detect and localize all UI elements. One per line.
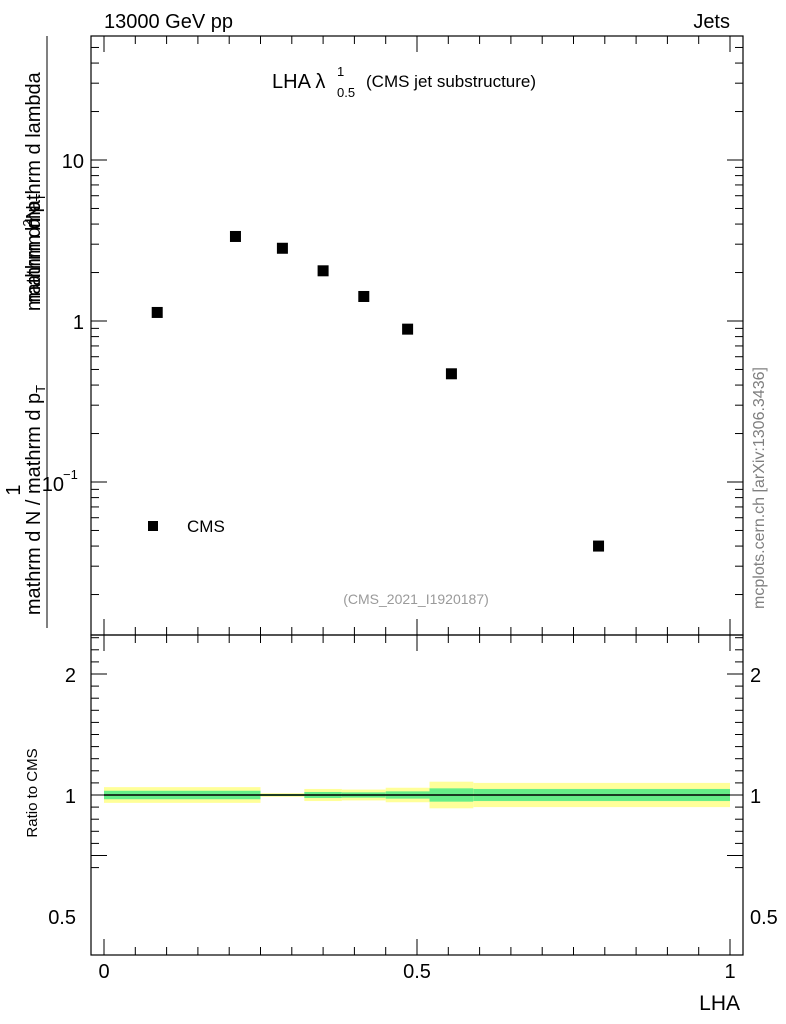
main-panel-frame	[90, 35, 744, 636]
ratio-y-tick-label-1-right: 1	[750, 786, 761, 808]
cms-data-point	[593, 540, 605, 552]
x-tick-label-0p5: 0.5	[403, 961, 431, 983]
x-tick-label-1: 1	[724, 961, 735, 983]
ratio-y-tick-label-1: 1	[65, 786, 76, 808]
y-label-numerator: mathrm d2N	[20, 205, 45, 311]
main-title-subscript: 0.5	[337, 85, 355, 100]
header-right-label: Jets	[693, 11, 730, 33]
x-tick-label-0: 0	[98, 961, 109, 983]
y-label-numerator-pt: mathrm d pT	[23, 193, 48, 302]
y-label-denominator: mathrm d N / mathrm d pT	[23, 385, 48, 615]
main-panel-ticks	[91, 36, 743, 635]
y-tick-label-0p1-base: 10	[42, 474, 64, 496]
analysis-tag: (CMS_2021_I1920187)	[343, 591, 489, 607]
cms-data-point	[317, 265, 329, 277]
ratio-y-axis-label: Ratio to CMS	[24, 748, 41, 837]
cms-data-point	[445, 368, 457, 380]
ratio-y-tick-label-2: 2	[65, 665, 76, 687]
cms-data-point	[402, 323, 414, 335]
legend-cms-label: CMS	[187, 517, 225, 536]
main-title-superscript: 1	[337, 64, 344, 79]
cms-data-point	[276, 242, 288, 254]
cms-data-markers	[151, 230, 605, 552]
y-label-one: 1	[3, 484, 25, 495]
ratio-panel-ticks	[91, 635, 743, 955]
mcplots-side-note: mcplots.cern.ch [arXiv:1306.3436]	[751, 367, 768, 609]
header-left-label: 13000 GeV pp	[104, 11, 233, 33]
ratio-y-tick-label-0p5-right: 0.5	[750, 907, 778, 929]
cms-data-point	[229, 230, 241, 242]
x-axis-label: LHA	[699, 992, 740, 1015]
y-label-numerator-dlambda: mathrm d lambda	[23, 71, 45, 227]
main-title: LHA λ	[272, 71, 325, 93]
cms-data-point	[151, 306, 163, 318]
y-tick-label-1: 1	[73, 312, 84, 334]
cms-data-point	[358, 290, 370, 302]
legend-cms-marker	[148, 521, 158, 531]
main-title-suffix: (CMS jet substructure)	[366, 72, 536, 91]
ratio-y-tick-label-2-right: 2	[750, 665, 761, 687]
main-y-axis-label: mathrm d2N mathrm d lambda mathrm d pT 1…	[3, 36, 48, 628]
y-tick-label-10: 10	[62, 151, 84, 173]
ratio-y-tick-label-0p5: 0.5	[48, 907, 76, 929]
y-tick-label-0p1-exponent: −1	[63, 467, 78, 482]
